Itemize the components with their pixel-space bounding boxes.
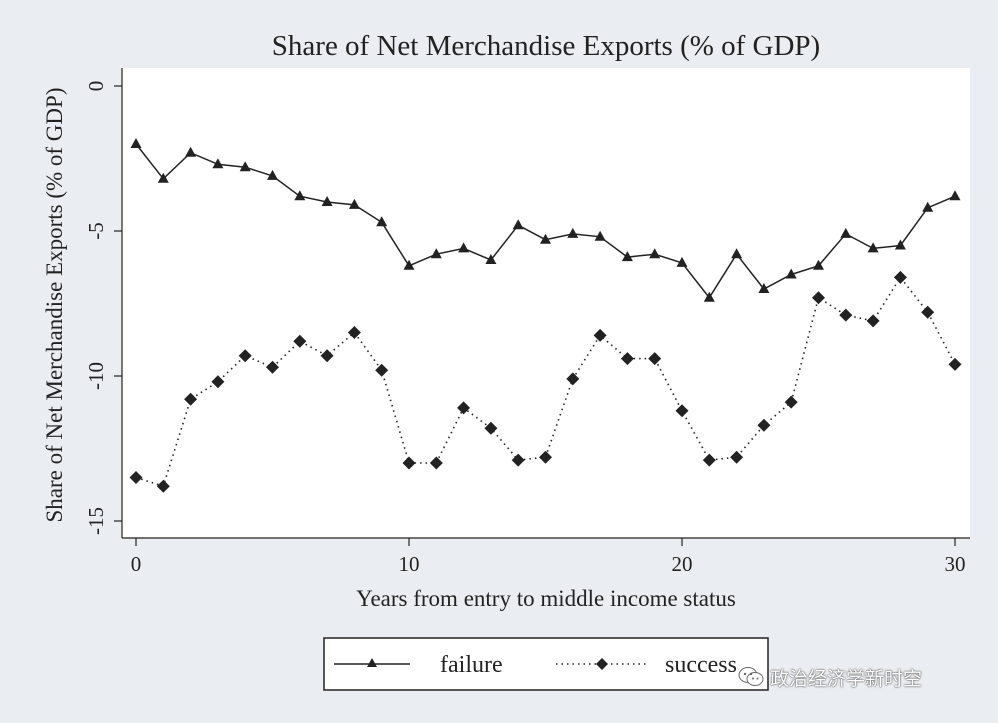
data-point-failure — [567, 227, 579, 238]
data-point-failure — [894, 239, 906, 250]
data-point-failure — [785, 268, 797, 279]
x-tick-label: 20 — [672, 552, 693, 576]
y-axis-ticks: 0 -5 -10 -15 — [84, 81, 122, 535]
data-point-failure — [840, 227, 852, 238]
y-tick-label: -15 — [84, 507, 108, 535]
data-point-success — [129, 471, 143, 484]
data-point-failure — [430, 248, 442, 259]
data-point-failure — [621, 251, 633, 262]
data-point-failure — [294, 190, 306, 201]
data-point-success — [457, 401, 471, 415]
data-point-failure — [185, 146, 197, 157]
data-point-failure — [348, 198, 360, 209]
data-point-success — [266, 360, 279, 374]
data-point-success — [648, 352, 662, 366]
data-point-success — [784, 395, 798, 409]
x-tick-label: 30 — [945, 552, 966, 576]
data-point-success — [702, 453, 716, 467]
data-point-success — [293, 334, 307, 348]
y-tick-label: -5 — [84, 222, 108, 240]
data-point-failure — [676, 256, 688, 267]
data-point-failure — [649, 248, 661, 259]
data-point-failure — [239, 161, 251, 172]
data-point-failure — [949, 190, 961, 201]
data-point-failure — [321, 196, 333, 206]
x-axis-ticks: 0 10 20 30 — [131, 538, 966, 576]
data-point-success — [866, 314, 880, 328]
data-point-failure — [376, 216, 388, 227]
y-tick-label: 0 — [84, 81, 108, 92]
watermark: 政治经济学新时空 — [738, 660, 922, 694]
data-point-success — [757, 418, 771, 432]
data-point-success — [893, 270, 907, 284]
data-point-success — [375, 363, 389, 377]
series-success — [129, 270, 962, 493]
data-point-success — [211, 375, 225, 389]
y-tick-label: -10 — [84, 362, 108, 390]
data-point-success — [839, 308, 853, 322]
data-point-success — [429, 456, 443, 470]
data-point-failure — [703, 291, 715, 302]
data-point-failure — [594, 230, 606, 241]
watermark-text: 政治经济学新时空 — [770, 667, 923, 690]
data-point-failure — [212, 158, 224, 169]
legend: failure success — [323, 637, 769, 691]
plot-area — [122, 68, 970, 538]
data-point-failure — [758, 283, 770, 293]
chart-title: Share of Net Merchandise Exports (% of G… — [272, 30, 820, 62]
series-layer — [129, 138, 962, 493]
data-point-success — [620, 352, 634, 366]
data-point-failure — [458, 242, 470, 253]
data-point-success — [948, 357, 962, 371]
x-axis-label: Years from entry to middle income status — [356, 586, 736, 611]
data-point-success — [812, 291, 825, 305]
data-point-success — [921, 305, 935, 319]
data-point-success — [156, 479, 170, 493]
data-point-failure — [512, 219, 524, 230]
data-point-failure — [540, 233, 551, 244]
data-point-failure — [813, 259, 824, 270]
data-point-failure — [922, 201, 934, 212]
legend-success-label: success — [665, 652, 737, 678]
data-point-failure — [157, 172, 169, 183]
data-point-failure — [403, 259, 415, 270]
data-point-success — [675, 404, 689, 418]
data-point-success — [347, 326, 361, 339]
data-point-success — [730, 450, 744, 464]
data-point-failure — [731, 248, 743, 259]
data-point-success — [320, 349, 334, 363]
data-point-success — [238, 349, 252, 363]
data-point-failure — [130, 138, 142, 148]
x-tick-label: 0 — [131, 552, 142, 576]
data-point-success — [484, 421, 498, 435]
data-point-success — [402, 456, 416, 470]
legend-failure-marker — [367, 658, 377, 667]
data-point-failure — [267, 169, 278, 180]
data-point-success — [566, 372, 580, 386]
data-point-failure — [485, 254, 497, 264]
data-point-success — [511, 453, 525, 467]
wechat-icon — [738, 666, 764, 688]
data-point-success — [184, 392, 198, 406]
data-point-success — [539, 450, 552, 464]
y-axis-label: Share of Net Merchandise Exports (% of G… — [42, 88, 67, 523]
legend-success-marker — [596, 658, 608, 670]
legend-failure-label: failure — [440, 652, 503, 678]
data-point-success — [593, 328, 607, 342]
x-tick-label: 10 — [399, 552, 420, 576]
data-point-failure — [867, 242, 879, 253]
series-failure — [130, 138, 961, 302]
